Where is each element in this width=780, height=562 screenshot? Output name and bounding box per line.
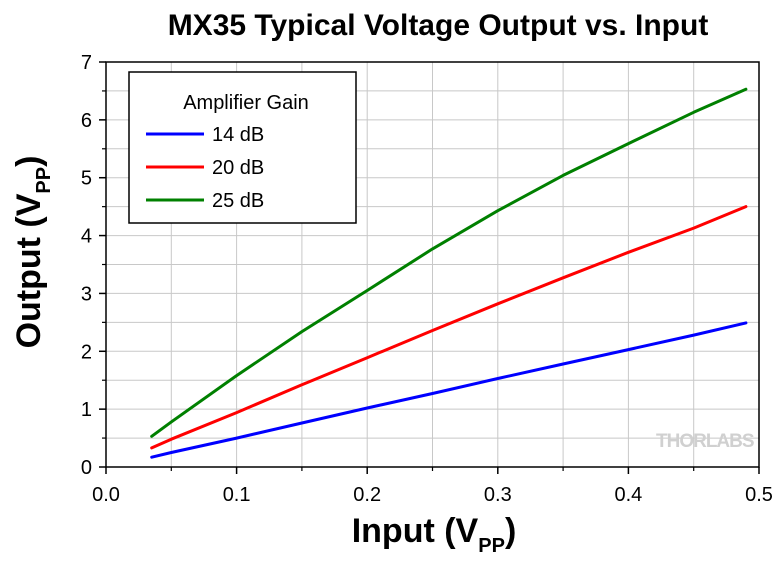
x-tick-label: 0.3 [484,484,512,506]
y-tick-label: 2 [81,341,92,363]
legend-box [128,71,357,224]
legend-entries: 14 dB 20 dB 25 dB [146,124,264,212]
y-tick-label: 6 [81,110,92,132]
x-tick-label: 0.4 [614,484,642,506]
y-axis-label: Output (VPP) [10,156,55,349]
series-line [150,87,748,438]
y-tick-label: 5 [81,168,92,190]
x-tick-label: 0.5 [745,484,773,506]
legend-label: 14 dB [212,124,264,146]
x-tick-label: 0.0 [92,484,120,506]
y-axis-label-close: ) [10,156,48,167]
x-axis-label-close: ) [505,512,516,550]
ticks [99,61,760,474]
chart-title: MX35 Typical Voltage Output vs. Input [168,9,709,42]
y-tick-label: 7 [81,52,92,74]
y-tick-labels: 0 1 2 3 4 5 6 7 [81,52,92,479]
x-tick-label: 0.2 [353,484,381,506]
x-tick-label: 0.1 [223,484,251,506]
y-tick-label: 0 [81,457,92,479]
y-tick-label: 1 [81,399,92,421]
grid [106,62,759,467]
legend-label: 20 dB [212,157,264,179]
y-axis-label-subscript: PP [33,167,55,194]
x-tick-labels: 0.0 0.1 0.2 0.3 0.4 0.5 [92,484,773,506]
x-axis-label-subscript: PP [478,535,505,557]
legend-title: Amplifier Gain [183,92,309,114]
y-axis-label-main: Output (V [10,193,48,348]
legend-label: 25 dB [212,190,264,212]
x-axis-label: Input (VPP) [352,512,517,557]
y-tick-label: 3 [81,283,92,305]
x-axis-label-main: Input (V [352,512,479,550]
thorlabs-watermark: THORLABS [656,431,754,452]
legend: Amplifier Gain 14 dB 20 dB 25 dB [128,71,357,224]
series-line [150,321,748,459]
series-lines [150,87,748,459]
y-tick-label: 4 [81,226,92,248]
series-line [150,205,748,450]
